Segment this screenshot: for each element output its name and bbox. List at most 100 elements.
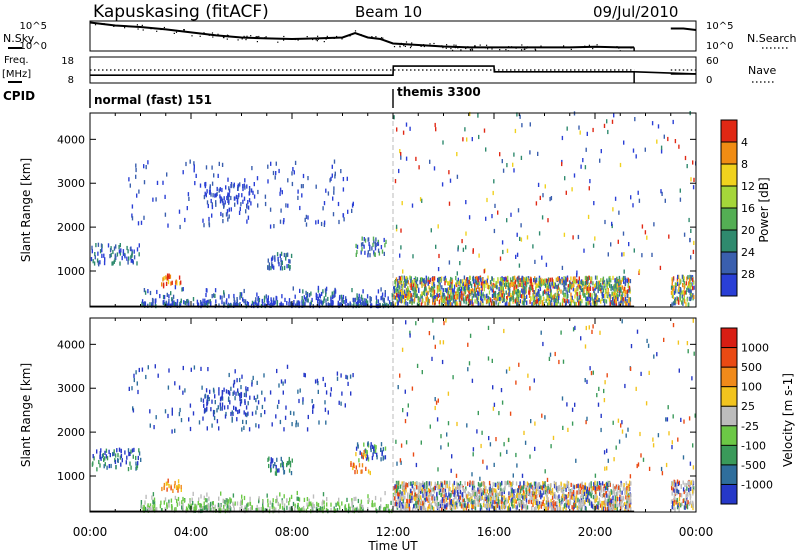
search-noise-point — [160, 28, 162, 31]
scatter-cell — [175, 279, 177, 284]
scatter-cell — [211, 165, 213, 170]
scatter-cell — [490, 298, 492, 303]
scatter-cell — [448, 297, 451, 302]
scatter-cell — [581, 280, 583, 285]
scatter-cell — [205, 300, 207, 305]
scatter-cell — [603, 282, 606, 287]
scatter-cell — [331, 173, 333, 178]
scatter-cell — [540, 281, 543, 286]
scatter-cell — [579, 281, 581, 286]
scatter-cell — [234, 396, 236, 401]
scatter-cell — [424, 283, 426, 288]
search-noise-point — [399, 45, 401, 47]
scatter-cell — [264, 194, 267, 199]
scatter-cell — [549, 197, 551, 202]
scatter-cell — [572, 483, 574, 488]
scatter-cell — [149, 302, 151, 307]
scatter-cell — [289, 508, 291, 513]
search-noise-point — [258, 35, 260, 38]
search-noise-point — [618, 47, 620, 49]
scatter-cell — [630, 507, 632, 512]
scatter-cell — [397, 480, 399, 485]
scatter-cell — [622, 301, 624, 307]
scatter-cell — [293, 411, 295, 416]
scatter-cell — [342, 297, 344, 302]
scatter-cell — [578, 484, 581, 489]
scatter-cell — [613, 113, 615, 118]
scatter-cell — [153, 501, 156, 506]
scatter-cell — [608, 490, 611, 495]
scatter-cell — [606, 280, 609, 285]
scatter-cell — [170, 281, 172, 286]
scatter-cell — [349, 301, 351, 306]
scatter-cell — [242, 297, 244, 302]
scatter-cell — [361, 452, 363, 457]
scatter-cell — [317, 381, 319, 386]
scatter-cell — [522, 489, 525, 495]
colorbar-tick-label: 20 — [741, 224, 755, 237]
scatter-cell — [298, 497, 301, 502]
scatter-cell — [245, 405, 248, 410]
scatter-cell — [242, 199, 244, 204]
scatter-cell — [678, 274, 680, 279]
search-noise-point — [256, 41, 258, 43]
scatter-cell — [450, 292, 452, 297]
scatter-cell — [136, 247, 139, 252]
scatter-cell — [525, 490, 528, 495]
scatter-cell — [147, 503, 149, 508]
scatter-cell — [154, 364, 156, 369]
scatter-cell — [569, 301, 572, 306]
scatter-cell — [226, 501, 228, 506]
scatter-cell — [313, 504, 315, 509]
scatter-cell — [469, 111, 471, 117]
scatter-cell — [383, 251, 385, 256]
scatter-cell — [542, 296, 545, 301]
scatter-cell — [409, 283, 411, 288]
scatter-cell — [600, 299, 602, 304]
scatter-cell — [267, 179, 269, 184]
scatter-cell — [138, 367, 140, 373]
scatter-cell — [561, 279, 563, 284]
scatter-cell — [495, 283, 497, 288]
scatter-cell — [239, 295, 241, 300]
scatter-cell — [441, 302, 443, 307]
scatter-cell — [317, 389, 319, 394]
scatter-cell — [400, 299, 403, 304]
scatter-cell — [449, 279, 451, 284]
scatter-cell — [498, 481, 500, 486]
scatter-cell — [602, 279, 605, 284]
search-noise-point — [535, 49, 537, 51]
scatter-cell — [557, 299, 559, 304]
scatter-cell — [456, 271, 458, 276]
scatter-cell — [441, 507, 443, 512]
scatter-cell — [447, 501, 449, 506]
scatter-cell — [611, 490, 613, 495]
scatter-cell — [325, 390, 328, 395]
scatter-cell — [267, 258, 269, 263]
scatter-cell — [437, 293, 439, 298]
scatter-cell — [276, 300, 278, 305]
scatter-cell — [623, 279, 625, 284]
nsearch-label: N.Search — [747, 32, 797, 45]
scatter-cell — [200, 503, 203, 508]
scatter-cell — [290, 506, 292, 511]
scatter-cell — [503, 297, 505, 302]
scatter-cell — [444, 275, 447, 280]
scatter-cell — [283, 494, 285, 499]
scatter-cell — [622, 231, 625, 236]
scatter-cell — [104, 450, 106, 455]
scatter-cell — [225, 498, 227, 503]
scatter-cell — [215, 193, 217, 198]
scatter-cell — [390, 302, 393, 307]
scatter-cell — [510, 486, 512, 491]
scatter-cell — [206, 200, 209, 205]
scatter-cell — [492, 285, 494, 290]
scatter-cell — [464, 290, 467, 295]
scatter-cell — [410, 489, 412, 494]
scatter-cell — [178, 275, 181, 280]
scatter-cell — [607, 252, 609, 257]
scatter-cell — [203, 195, 206, 200]
scatter-cell — [491, 486, 494, 491]
scatter-cell — [678, 289, 681, 294]
scatter-cell — [274, 175, 276, 180]
